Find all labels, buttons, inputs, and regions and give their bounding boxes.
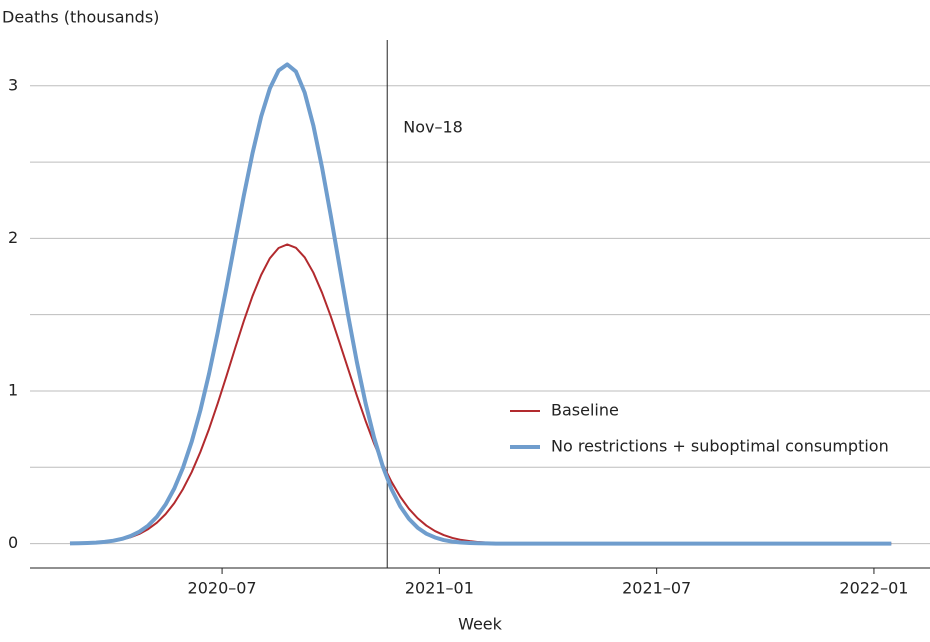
x-tick-label: 2020–07 xyxy=(188,579,257,598)
legend-label: Baseline xyxy=(551,401,619,420)
x-axis-label: Week xyxy=(458,615,503,634)
y-tick-label: 0 xyxy=(8,533,18,552)
series-line xyxy=(69,62,892,546)
series-line xyxy=(69,243,892,545)
annotation: Nov–18 xyxy=(403,118,463,137)
y-tick-label: 3 xyxy=(8,75,18,94)
y-axis-label: Deaths (thousands) xyxy=(2,8,159,27)
legend-label: No restrictions + suboptimal consumption xyxy=(551,437,889,456)
y-tick-label: 2 xyxy=(8,228,18,247)
y-tick-label: 1 xyxy=(8,380,18,399)
x-tick-label: 2022–01 xyxy=(839,579,908,598)
x-tick-label: 2021–01 xyxy=(405,579,474,598)
x-tick-label: 2021–07 xyxy=(622,579,691,598)
